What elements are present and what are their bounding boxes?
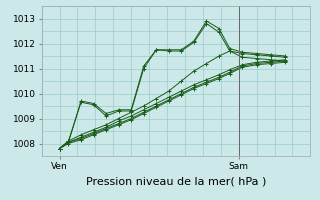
X-axis label: Pression niveau de la mer( hPa ): Pression niveau de la mer( hPa ) — [86, 176, 266, 186]
